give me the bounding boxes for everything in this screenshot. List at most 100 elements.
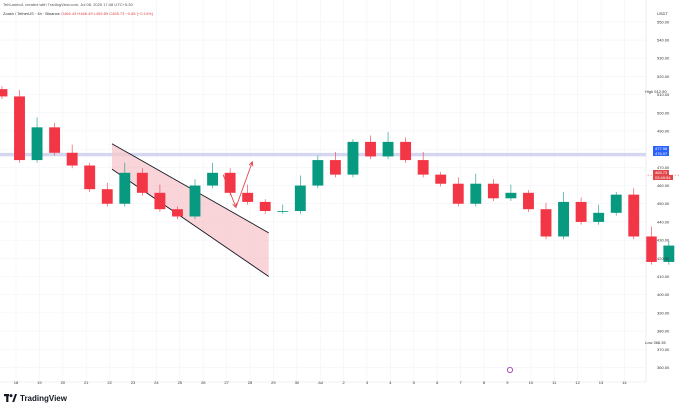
publisher-line: TehLambo1 created with TradingView.com, …	[3, 2, 133, 7]
time-tick-label: 13	[599, 380, 604, 385]
time-tick-label: 24	[154, 380, 159, 385]
projection-arrow	[222, 174, 237, 208]
time-tick-label: 6	[436, 380, 439, 385]
candle-body	[347, 141, 359, 175]
high-label: High 512.90	[645, 89, 667, 94]
candle-body	[172, 209, 183, 217]
candle-body	[663, 245, 675, 262]
time-tick-label: 18	[14, 380, 19, 385]
level-bottom-tag: 476.07	[653, 151, 670, 156]
price-tick-label: 430.00	[657, 238, 670, 243]
time-tick-label: 3	[366, 380, 369, 385]
time-tick-label: 28	[248, 380, 253, 385]
time-tick-label: 8	[483, 380, 486, 385]
candle-body	[31, 127, 43, 161]
price-tick-label: 400.00	[657, 292, 670, 297]
price-tick-label: 440.00	[657, 219, 670, 224]
price-tick-label: 360.00	[657, 365, 670, 370]
candle-body	[189, 185, 201, 217]
candle-body	[505, 192, 517, 199]
price-tick-label: 420.00	[657, 256, 670, 261]
symbol-bar[interactable]: Zcash / TetherUS · 4h · Binance O466.43 …	[3, 11, 153, 16]
price-tick-label: 500.00	[657, 110, 670, 115]
price-tick-label: 510.00	[657, 92, 670, 97]
candle-body	[452, 183, 464, 204]
level-top-tag: 477.96	[653, 146, 670, 151]
candle-body	[119, 172, 131, 204]
tradingview-icon	[4, 394, 17, 402]
candle-body	[101, 189, 113, 204]
time-tick-label: 22	[107, 380, 112, 385]
candle-body	[610, 194, 622, 213]
footer-brand: TradingView	[20, 393, 67, 403]
symbol-pair: Zcash / TetherUS · 4h · Binance	[3, 11, 60, 16]
candle-body	[470, 183, 482, 204]
high-label-text: High	[645, 89, 654, 94]
time-tick-label: 2	[342, 380, 345, 385]
price-tick-label: 530.00	[657, 56, 670, 61]
candle-body	[523, 192, 534, 210]
countdown-tag: 03:49:54	[653, 175, 673, 180]
price-tick-label: 450.00	[657, 201, 670, 206]
price-tick-label: 370.00	[657, 347, 670, 352]
price-tick-label: 490.00	[657, 128, 670, 133]
grid	[0, 0, 646, 382]
time-tick-label: Jul	[318, 380, 323, 385]
price-tick-label: 540.00	[657, 38, 670, 43]
time-tick-label: 21	[84, 380, 89, 385]
time-tick-label: 27	[224, 380, 229, 385]
candle-body	[400, 141, 412, 161]
candle-body	[540, 209, 552, 237]
price-tick-label: 550.00	[657, 19, 670, 24]
high-value: 512.90	[654, 89, 667, 94]
time-tick-label: 5	[413, 380, 416, 385]
time-tick-label: 29	[271, 380, 276, 385]
time-tick-label: 20	[61, 380, 66, 385]
candle-body	[487, 183, 499, 199]
price-tick-label: 410.00	[657, 274, 670, 279]
candle-body	[0, 89, 8, 97]
time-tick-label: 12	[575, 380, 580, 385]
low-value: 368.35	[653, 340, 666, 345]
candle-body	[628, 194, 640, 237]
price-axis[interactable]: 550.00 540.00 530.00 520.00 510.00 500.00 490.…	[645, 0, 670, 382]
candle-body	[66, 152, 78, 166]
candle-body	[329, 160, 341, 175]
candle-body	[49, 127, 61, 153]
candle-body	[84, 165, 96, 190]
candle-body	[575, 201, 587, 222]
candle-body	[294, 185, 306, 212]
candle-body	[382, 141, 394, 157]
candle-body	[593, 212, 605, 222]
low-label-text: Low	[645, 340, 653, 345]
candle-body	[365, 141, 376, 157]
candle-body	[14, 96, 25, 161]
low-label: Low 368.35	[645, 340, 666, 345]
projection-arrow	[235, 161, 253, 208]
price-tick-label: 380.00	[657, 329, 670, 334]
price-tick-label: 520.00	[657, 74, 670, 79]
projection-arrow-head	[248, 160, 254, 167]
time-tick-label: 25	[178, 380, 183, 385]
candle-body	[224, 172, 236, 193]
candle-body	[435, 174, 447, 184]
candles	[0, 86, 675, 265]
price-tick-label: 470.00	[657, 165, 670, 170]
candle-body	[417, 160, 429, 175]
candle-body	[645, 236, 657, 262]
tradingview-logo[interactable]: TradingView	[4, 392, 67, 404]
time-tick-label: 4	[389, 380, 392, 385]
event-marker-icon[interactable]	[506, 366, 513, 373]
time-tick-label: 23	[131, 380, 136, 385]
time-tick-label: 9	[506, 380, 509, 385]
candle-body	[277, 211, 289, 212]
time-tick-label: 19	[37, 380, 42, 385]
candle-body	[242, 192, 254, 202]
time-axis[interactable]: 18 19 20 21 22 23 24 25 26 27 28 29 30 Jul 2 3 4 5 6 7 8 9 10 1…	[0, 380, 646, 385]
candle-body	[136, 172, 148, 193]
support-resistance-band	[0, 152, 646, 157]
candle-body	[154, 192, 166, 210]
candle-body	[558, 201, 570, 237]
time-tick-label: 7	[459, 380, 462, 385]
